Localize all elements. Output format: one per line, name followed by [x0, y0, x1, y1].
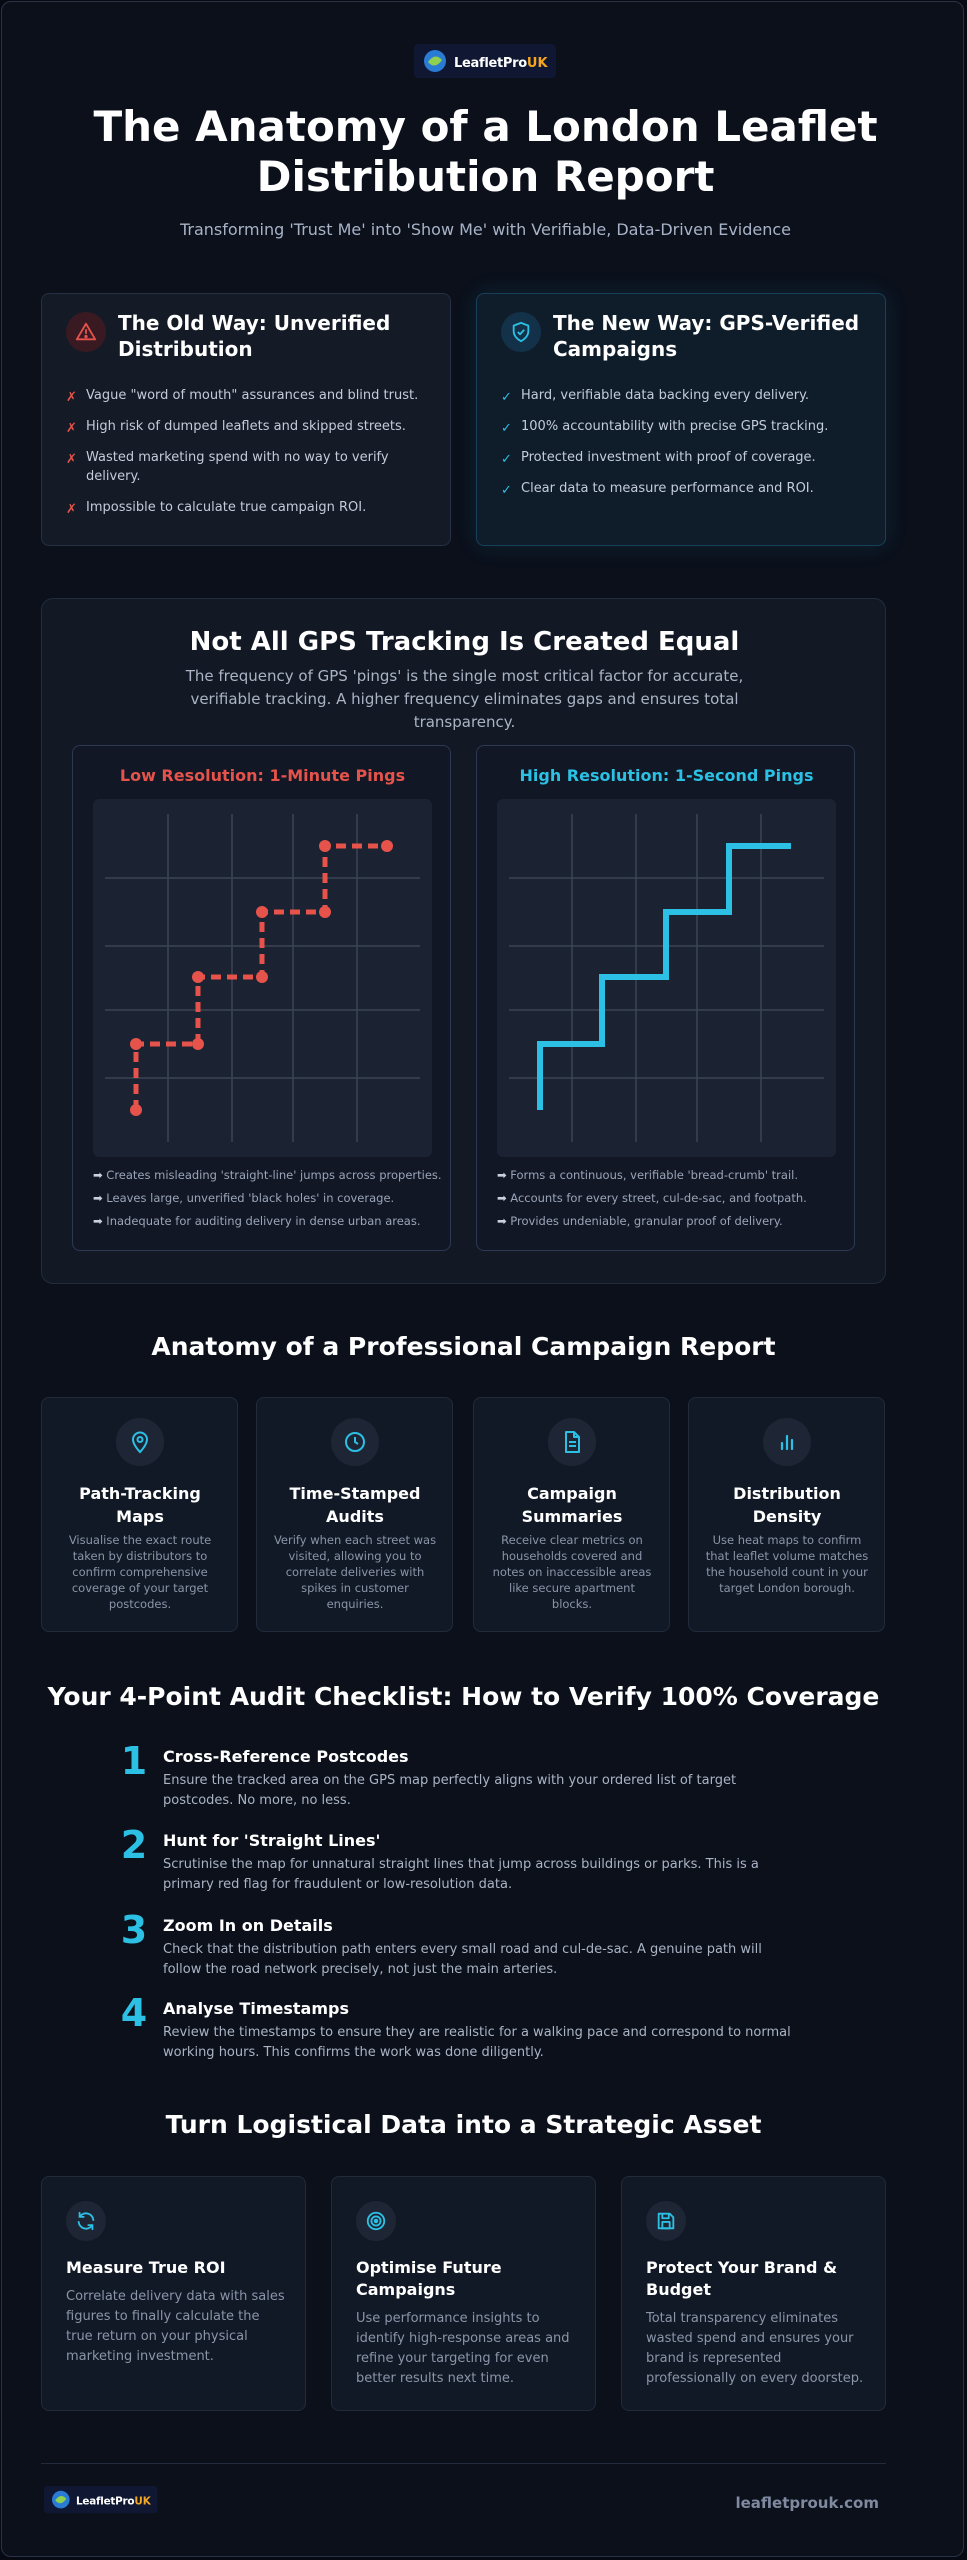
- high-res-title: High Resolution: 1-Second Pings: [519, 766, 814, 785]
- anatomy-card-text: Receive clear metrics on households cove…: [492, 1533, 652, 1611]
- brand: LeafletProUK: [76, 2492, 151, 2507]
- title: The Anatomy of a London Leaflet Distribu…: [93, 102, 878, 201]
- anatomy-card-title: Path-Tracking Maps: [79, 1484, 201, 1526]
- new-way-title: The New Way: GPS-Verified Campaigns: [553, 311, 860, 361]
- low-res-bullet: Creates misleading 'straight-line' jumps…: [93, 1164, 441, 1187]
- low-res-map: [93, 799, 432, 1157]
- shield-icon: [501, 312, 541, 352]
- new-way-item: Protected investment with proof of cover…: [501, 448, 861, 469]
- checklist-item: 4 Analyse Timestamps Review the timestam…: [114, 1991, 814, 2069]
- strategic-card: Optimise Future Campaigns Use performanc…: [331, 2176, 596, 2411]
- anatomy-card: Distribution Density Use heat maps to co…: [688, 1397, 885, 1632]
- old-way-item: Wasted marketing spend with no way to ve…: [66, 448, 426, 486]
- document-icon: [548, 1418, 596, 1466]
- old-way-item: Vague "word of mouth" assurances and bli…: [66, 386, 426, 407]
- new-way-item: 100% accountability with precise GPS tra…: [501, 417, 861, 438]
- subtitle: Transforming 'Trust Me' into 'Show Me' w…: [179, 220, 792, 239]
- low-res-bullet: Leaves large, unverified 'black holes' i…: [93, 1187, 442, 1210]
- brand-name: LeafletPro: [76, 2495, 135, 2508]
- header-logo: LeafletProUK: [414, 44, 556, 78]
- high-res-list: Forms a continuous, verifiable 'bread-cr…: [497, 1164, 807, 1233]
- high-res-bullet: Forms a continuous, verifiable 'bread-cr…: [497, 1164, 807, 1187]
- gps-section: Not All GPS Tracking Is Created Equal Th…: [41, 598, 886, 1284]
- refresh-icon: [66, 2201, 106, 2241]
- strategic-card-title: Measure True ROI: [66, 2258, 226, 2277]
- step-text: Check that the distribution path enters …: [163, 1942, 762, 1977]
- brand-suffix: UK: [526, 55, 548, 71]
- new-way-list: Hard, verifiable data backing every deli…: [501, 386, 861, 510]
- step-title: Zoom In on Details: [163, 1916, 333, 1935]
- gps-description: The frequency of GPS 'pings' is the sing…: [185, 667, 744, 731]
- checklist-item: 2 Hunt for 'Straight Lines' Scrutinise t…: [114, 1823, 814, 1901]
- brand-suffix: UK: [134, 2495, 151, 2508]
- pin-icon: [116, 1418, 164, 1466]
- strategic-title: Turn Logistical Data into a Strategic As…: [165, 2110, 762, 2139]
- website: leafletprouk.com: [735, 2494, 879, 2512]
- low-res-title: Low Resolution: 1-Minute Pings: [119, 766, 406, 785]
- strategic-card-title: Protect Your Brand & Budget: [646, 2258, 838, 2299]
- new-way-item: Hard, verifiable data backing every deli…: [501, 386, 861, 407]
- anatomy-card: Path-Tracking Maps Visualise the exact r…: [41, 1397, 238, 1632]
- anatomy-card-title: Time-Stamped Audits: [289, 1484, 421, 1526]
- high-res-bullet: Provides undeniable, granular proof of d…: [497, 1210, 807, 1233]
- anatomy-card-text: Verify when each street was visited, all…: [273, 1533, 437, 1611]
- anatomy-card: Time-Stamped Audits Verify when each str…: [256, 1397, 453, 1632]
- checklist-item: 3 Zoom In on Details Check that the dist…: [114, 1908, 814, 1986]
- brand-name: LeafletPro: [454, 55, 527, 71]
- new-way-card: The New Way: GPS-Verified Campaigns Hard…: [476, 293, 886, 546]
- step-number: 2: [120, 1823, 148, 1867]
- bar-icon: [763, 1418, 811, 1466]
- step-title: Analyse Timestamps: [163, 1999, 349, 2018]
- logo-icon: [424, 50, 446, 72]
- strategic-card-title: Optimise Future Campaigns: [356, 2258, 502, 2299]
- step-number: 3: [120, 1908, 148, 1952]
- old-way-card: The Old Way: Unverified Distribution Vag…: [41, 293, 451, 546]
- strategic-card: Protect Your Brand & Budget Total transp…: [621, 2176, 886, 2411]
- gps-title: Not All GPS Tracking Is Created Equal: [189, 627, 740, 657]
- step-text: Review the timestamps to ensure they are…: [163, 2025, 791, 2060]
- warning-icon: [66, 312, 106, 352]
- logo-icon: [52, 2490, 70, 2509]
- checklist-item: 1 Cross-Reference Postcodes Ensure the t…: [114, 1739, 814, 1817]
- step-title: Hunt for 'Straight Lines': [163, 1831, 381, 1850]
- save-icon: [646, 2201, 686, 2241]
- anatomy-card: Campaign Summaries Receive clear metrics…: [473, 1397, 670, 1632]
- low-res-list: Creates misleading 'straight-line' jumps…: [93, 1164, 442, 1233]
- anatomy-title: Anatomy of a Professional Campaign Repor…: [151, 1332, 776, 1361]
- step-number: 1: [120, 1739, 148, 1783]
- new-way-item: Clear data to measure performance and RO…: [501, 479, 861, 500]
- strategic-card-text: Correlate delivery data with sales figur…: [66, 2289, 285, 2364]
- strategic-card-text: Total transparency eliminates wasted spe…: [646, 2311, 864, 2386]
- high-res-map: [497, 799, 836, 1157]
- step-text: Ensure the tracked area on the GPS map p…: [163, 1773, 737, 1808]
- footer-divider: [41, 2463, 886, 2464]
- old-way-title: The Old Way: Unverified Distribution: [118, 311, 391, 361]
- footer-logo: LeafletProUK: [44, 2486, 158, 2514]
- step-text: Scrutinise the map for unnatural straigh…: [163, 1857, 759, 1892]
- target-icon: [356, 2201, 396, 2241]
- anatomy-card-title: Campaign Summaries: [521, 1484, 623, 1526]
- high-res-bullet: Accounts for every street, cul-de-sac, a…: [497, 1187, 807, 1210]
- step-title: Cross-Reference Postcodes: [163, 1747, 409, 1766]
- old-way-item: Impossible to calculate true campaign RO…: [66, 498, 426, 519]
- anatomy-card-text: Visualise the exact route taken by distr…: [68, 1533, 212, 1611]
- high-res-panel: High Resolution: 1-Second Pings Forms a …: [476, 745, 855, 1251]
- old-way-list: Vague "word of mouth" assurances and bli…: [66, 386, 426, 529]
- strategic-card: Measure True ROI Correlate delivery data…: [41, 2176, 306, 2411]
- checklist-title: Your 4-Point Audit Checklist: How to Ver…: [47, 1682, 880, 1711]
- low-res-bullet: Inadequate for auditing delivery in dens…: [93, 1210, 442, 1233]
- anatomy-card-text: Use heat maps to confirm that leaflet vo…: [705, 1533, 869, 1595]
- low-res-panel: Low Resolution: 1-Minute Pings Creates m…: [72, 745, 451, 1251]
- clock-icon: [331, 1418, 379, 1466]
- old-way-item: High risk of dumped leaflets and skipped…: [66, 417, 426, 438]
- brand: LeafletProUK: [454, 52, 548, 71]
- strategic-card-text: Use performance insights to identify hig…: [356, 2311, 570, 2386]
- step-number: 4: [120, 1991, 148, 2035]
- anatomy-card-title: Distribution Density: [733, 1484, 841, 1526]
